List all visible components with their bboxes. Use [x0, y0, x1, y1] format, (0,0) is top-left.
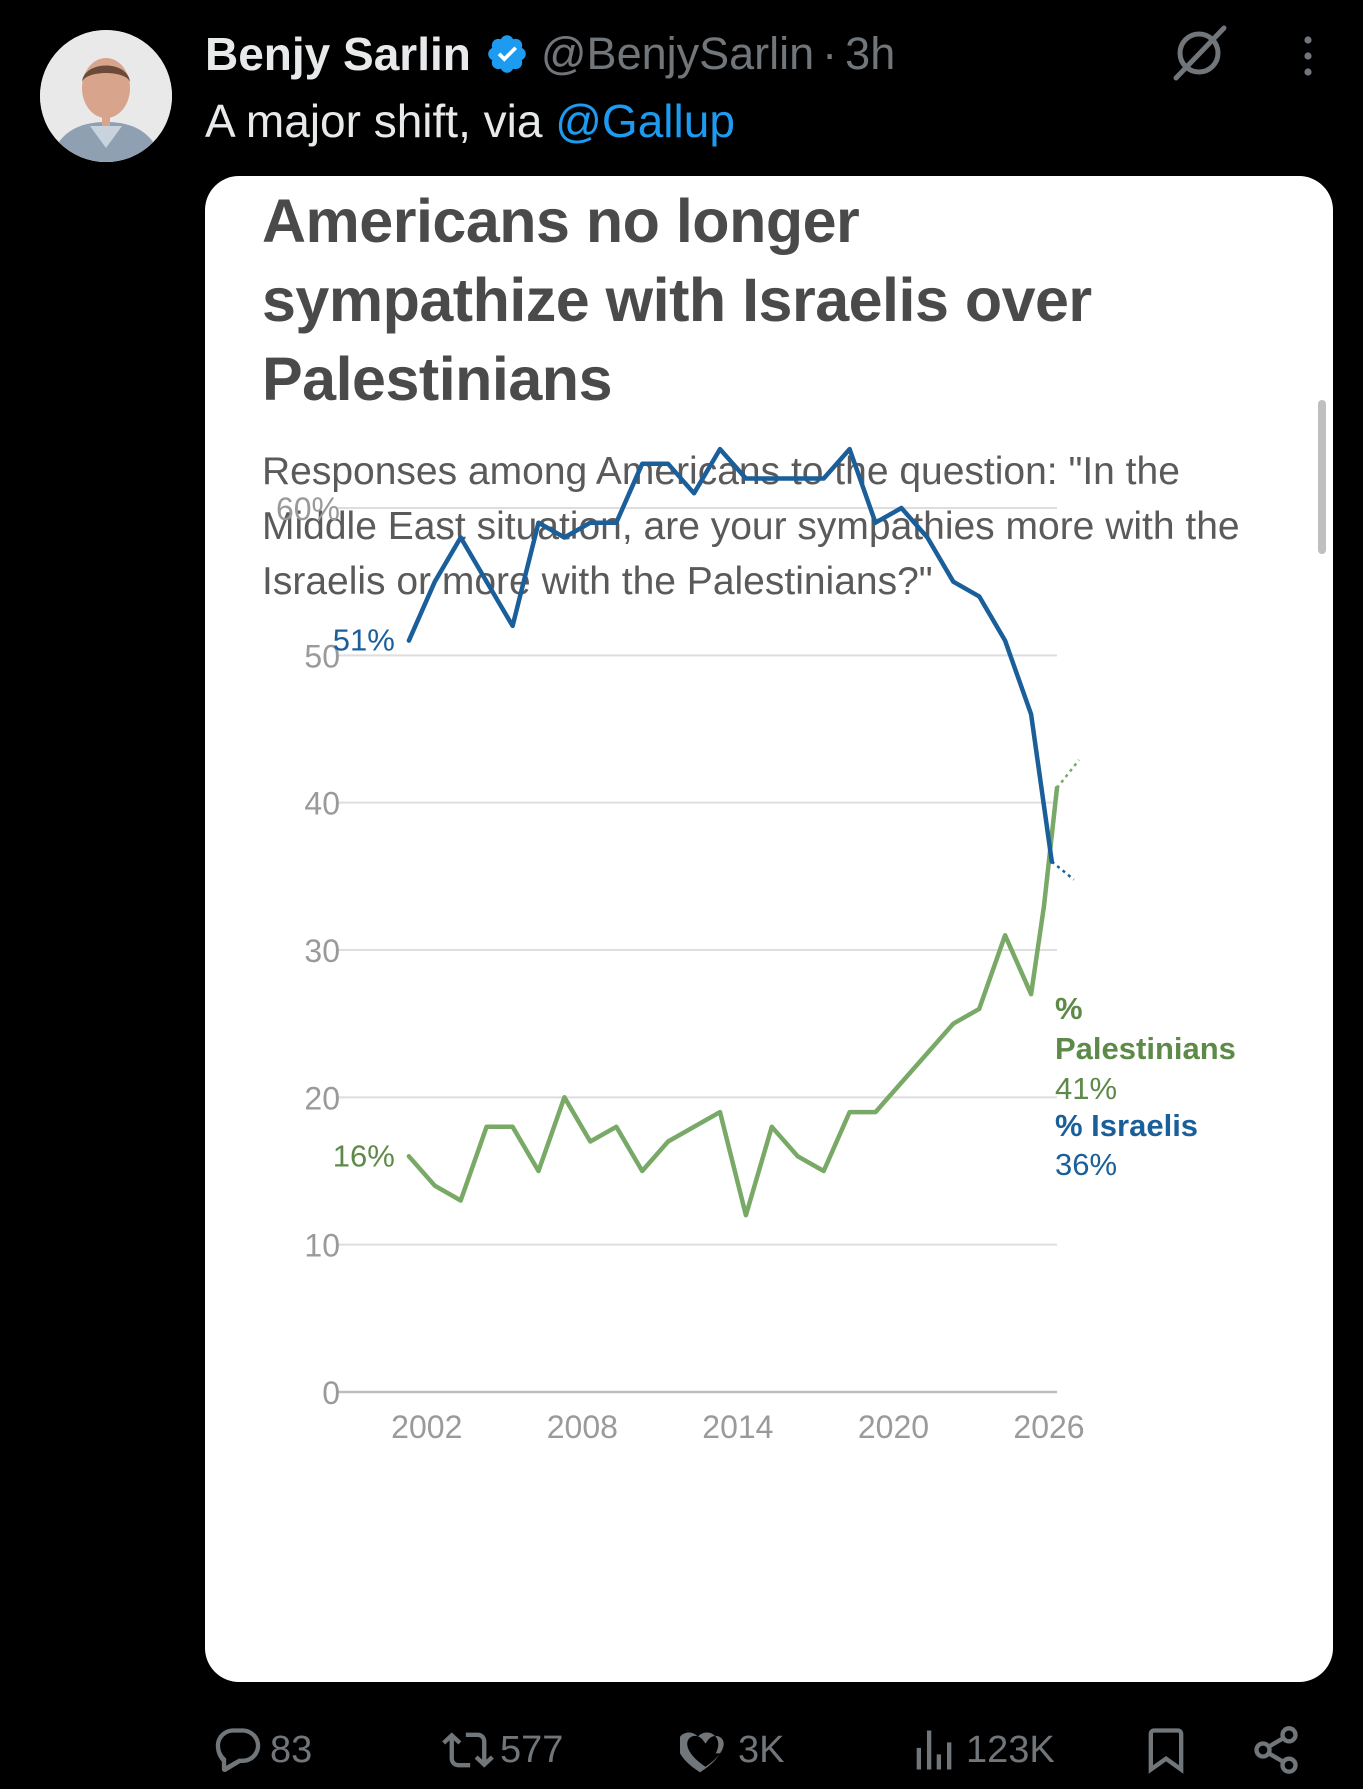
israelis-start-label: 51% — [333, 623, 395, 658]
chart-title-line: Americans no longer — [262, 187, 860, 255]
chart-title: Americans no longer sympathize with Isra… — [262, 182, 1212, 419]
separator-dot: · — [822, 28, 838, 79]
x-tick-label: 2020 — [858, 1409, 929, 1445]
like-count: 3K — [738, 1728, 785, 1771]
author-name[interactable]: Benjy Sarlin — [205, 28, 471, 80]
tweet-text-body: A major shift, via — [205, 95, 556, 147]
share-icon — [1254, 1726, 1298, 1774]
repost-count: 577 — [500, 1728, 564, 1771]
israelis-leader-line — [1051, 860, 1075, 881]
repost-icon — [442, 1732, 494, 1768]
palestinians-start-label: 16% — [333, 1138, 395, 1173]
views-icon — [916, 1730, 952, 1770]
bookmark-icon — [1148, 1728, 1184, 1774]
y-tick-label: 60% — [276, 491, 340, 527]
palestinians-end-label-name: % — [1055, 991, 1083, 1026]
reply-icon — [215, 1728, 261, 1773]
x-tick-label: 2002 — [391, 1409, 462, 1445]
views-button[interactable]: 123K — [908, 1720, 1055, 1780]
israelis-end-label-value: 36% — [1055, 1147, 1117, 1182]
y-tick-label: 30 — [304, 933, 340, 969]
chart-title-line: sympathize with Israelis over — [262, 266, 1092, 334]
y-tick-label: 40 — [304, 786, 340, 822]
gallup-mention-link[interactable]: @Gallup — [555, 95, 735, 147]
author-handle[interactable]: @BenjySarlin — [540, 28, 815, 79]
x-tick-label: 2014 — [702, 1409, 773, 1445]
card-scrollbar[interactable] — [1318, 400, 1326, 554]
author-avatar[interactable] — [40, 30, 172, 162]
avatar-image — [40, 30, 172, 162]
views-count: 123K — [966, 1728, 1055, 1771]
y-tick-label: 0 — [322, 1375, 340, 1411]
repost-button[interactable]: 577 — [442, 1720, 563, 1780]
series-line-palestinians — [406, 785, 1060, 1218]
tweet-actions: 83 577 3K 123K — [0, 1720, 1363, 1780]
x-tick-label: 2008 — [547, 1409, 618, 1445]
grok-icon[interactable] — [1168, 22, 1230, 84]
y-tick-label: 10 — [304, 1228, 340, 1264]
israelis-end-label-name: % Israelis — [1055, 1108, 1198, 1143]
series-line-israelis — [406, 446, 1055, 864]
verified-badge-icon — [488, 35, 526, 73]
line-chart: 0 10 20 30 40 50 60% 2002 2008 2014 2020 2026 51% 1… — [276, 446, 1236, 1445]
y-tick-label: 50 — [304, 638, 340, 674]
chart-subtitle: Responses among Americans to the questio… — [262, 450, 1240, 603]
like-button[interactable]: 3K — [680, 1720, 784, 1780]
more-icon[interactable] — [1298, 34, 1318, 78]
palestinians-end-label-value: 41% — [1055, 1071, 1117, 1106]
chart-image-card[interactable]: Americans no longer sympathize with Isra… — [205, 176, 1333, 1682]
bookmark-button[interactable] — [1140, 1720, 1198, 1780]
y-tick-label: 20 — [304, 1080, 340, 1116]
heart-icon — [680, 1732, 724, 1773]
reply-count: 83 — [270, 1728, 313, 1771]
reply-button[interactable]: 83 — [212, 1720, 312, 1780]
x-tick-label: 2026 — [1013, 1409, 1084, 1445]
share-button[interactable] — [1250, 1720, 1308, 1780]
palestinians-leader-line — [1056, 759, 1080, 789]
chart-title-line: Palestinians — [262, 345, 613, 413]
tweet-time[interactable]: 3h — [845, 28, 896, 79]
tweet-header: Benjy Sarlin @BenjySarlin · 3h — [205, 22, 895, 86]
tweet-text: A major shift, via @Gallup — [205, 94, 735, 148]
palestinians-end-label-name: Palestinians — [1055, 1031, 1236, 1066]
